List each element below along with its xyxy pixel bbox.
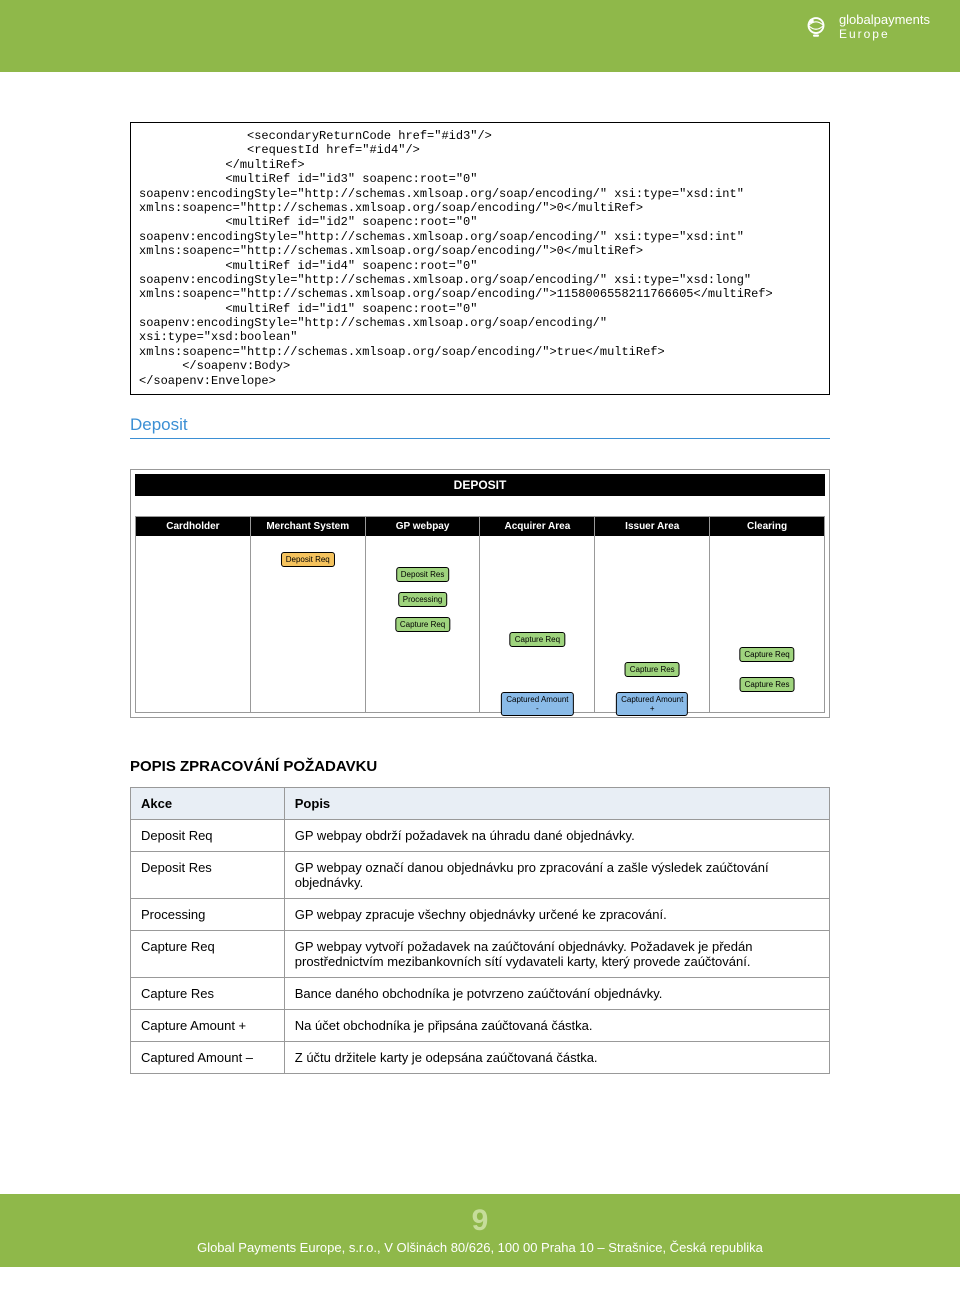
table-row: Capture ReqGP webpay vytvoří požadavek n… [131,931,830,978]
table-row: Deposit ResGP webpay označí danou objedn… [131,852,830,899]
diagram-box-captured_plus: Captured Amount + [616,692,688,716]
table-row: Captured Amount –Z účtu držitele karty j… [131,1042,830,1074]
lane-issuer-area: Issuer AreaCapture ResCaptured Amount + [595,517,710,712]
processing-table: AkcePopis Deposit ReqGP webpay obdrží po… [130,787,830,1074]
table-cell-action: Deposit Req [131,820,285,852]
table-cell-desc: Bance daného obchodníka je potvrzeno zaú… [284,978,829,1010]
lane-header: Cardholder [136,517,250,536]
diagram-title: DEPOSIT [135,474,825,496]
lane-header: Acquirer Area [480,517,594,536]
lane-clearing: Clearing Capture Req Capture Res [710,517,824,712]
diagram-box-capture_req_gp: Capture Req [395,617,450,632]
diagram-box-capture_req_acq: Capture Req [510,632,565,647]
table-header: Akce [131,788,285,820]
diagram-box-captured_minus: Captured Amount - [501,692,573,716]
table-cell-desc: GP webpay zpracuje všechny objednávky ur… [284,899,829,931]
diagram-box-processing: Processing [398,592,448,607]
logo-brand: globalpayments [839,13,930,27]
table-cell-desc: Na účet obchodníka je připsána zaúčtovan… [284,1010,829,1042]
diagram-box-deposit_req: Deposit Req [281,552,335,567]
diagram-box-capture_req_clr: Capture Req [739,647,794,662]
table-cell-action: Capture Amount + [131,1010,285,1042]
lane-header: Clearing [710,517,824,536]
table-cell-desc: GP webpay označí danou objednávku pro zp… [284,852,829,899]
table-cell-desc: GP webpay vytvoří požadavek na zaúčtován… [284,931,829,978]
table-header: Popis [284,788,829,820]
table-heading: POPIS ZPRACOVÁNÍ POŽADAVKU [130,758,830,775]
footer-text: Global Payments Europe, s.r.o., V Olšiná… [0,1240,960,1255]
xml-code-block: <secondaryReturnCode href="#id3"/> <requ… [130,122,830,395]
table-row: Capture Amount +Na účet obchodníka je př… [131,1010,830,1042]
table-cell-desc: GP webpay obdrží požadavek na úhradu dan… [284,820,829,852]
lane-merchant-system: Merchant System Deposit Req [251,517,366,712]
table-cell-desc: Z účtu držitele karty je odepsána zaúčto… [284,1042,829,1074]
lane-acquirer-area: Acquirer AreaCapture ReqCaptured Amount … [480,517,595,712]
diagram-box-capture_res_clr: Capture Res [740,677,795,692]
table-cell-action: Captured Amount – [131,1042,285,1074]
table-cell-action: Deposit Res [131,852,285,899]
globe-icon [801,12,831,42]
table-row: Capture ResBance daného obchodníka je po… [131,978,830,1010]
diagram-box-capture_res_iss: Capture Res [625,662,680,677]
deposit-diagram: DEPOSIT CardholderMerchant System Deposit… [130,469,830,718]
section-heading-deposit: Deposit [130,415,830,439]
table-cell-action: Capture Res [131,978,285,1010]
header-bar: globalpayments Europe [0,0,960,72]
footer: 9 Global Payments Europe, s.r.o., V Olši… [0,1194,960,1267]
logo: globalpayments Europe [801,12,930,42]
table-row: ProcessingGP webpay zpracuje všechny obj… [131,899,830,931]
table-cell-action: Processing [131,899,285,931]
diagram-box-deposit_res: Deposit Res [396,567,450,582]
lane-header: Merchant System [251,517,365,536]
table-cell-action: Capture Req [131,931,285,978]
page-number: 9 [0,1204,960,1238]
lane-header: GP webpay [366,517,480,536]
logo-region: Europe [839,28,930,41]
lane-header: Issuer Area [595,517,709,536]
lane-gp-webpay: GP webpay Deposit Res Processing Capture Re… [366,517,481,712]
table-row: Deposit ReqGP webpay obdrží požadavek na… [131,820,830,852]
lane-cardholder: Cardholder [136,517,251,712]
